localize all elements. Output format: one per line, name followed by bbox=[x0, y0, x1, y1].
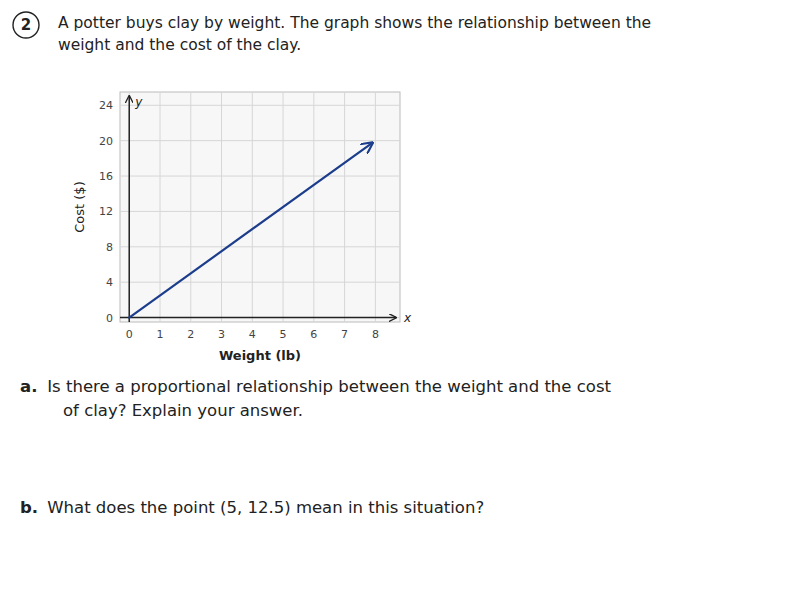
grid-line-x bbox=[313, 92, 314, 322]
grid-line-y bbox=[120, 176, 400, 177]
grid-line-y bbox=[120, 140, 400, 141]
y-tick-label: 4 bbox=[106, 276, 113, 289]
x-tick-label: 4 bbox=[249, 328, 256, 341]
x-tick-label: 0 bbox=[126, 328, 133, 341]
question-label: a. bbox=[20, 377, 37, 396]
grid-line-x bbox=[160, 92, 161, 322]
grid-line-x bbox=[375, 92, 376, 322]
question-label: b. bbox=[20, 498, 38, 517]
y-tick-label: 24 bbox=[99, 99, 113, 112]
x-tick-label: 7 bbox=[341, 328, 348, 341]
number-label: 2 bbox=[21, 16, 31, 34]
grid-line-y bbox=[120, 211, 400, 212]
data-line bbox=[129, 143, 372, 318]
grid-line-y bbox=[120, 282, 400, 283]
y-axis-line bbox=[128, 96, 130, 322]
x-tick-label: 1 bbox=[157, 328, 164, 341]
grid-line-x bbox=[190, 92, 191, 322]
y-axis-letter: y bbox=[134, 95, 143, 109]
grid-line-x bbox=[221, 92, 222, 322]
x-tick-label: 2 bbox=[187, 328, 194, 341]
grid-line-y bbox=[120, 246, 400, 247]
x-axis-title: Weight (lb) bbox=[219, 348, 301, 363]
y-tick-label: 12 bbox=[99, 205, 113, 218]
y-tick-label: 0 bbox=[106, 312, 113, 325]
x-tick-label: 6 bbox=[310, 328, 317, 341]
plot-frame bbox=[120, 92, 400, 322]
y-tick-label: 8 bbox=[106, 241, 113, 254]
title: A potter buys clay by weight. The graph … bbox=[58, 14, 651, 32]
x-axis-letter: x bbox=[403, 311, 412, 325]
question-text: What does the point (5, 12.5) mean in th… bbox=[42, 498, 484, 517]
grid-line-x bbox=[252, 92, 253, 322]
question-text: of clay? Explain your answer. bbox=[42, 401, 303, 420]
grid-line-y bbox=[120, 317, 400, 318]
x-axis-line bbox=[120, 317, 396, 319]
y-axis-title: Cost ($) bbox=[72, 181, 87, 232]
x-tick-label: 8 bbox=[372, 328, 379, 341]
grid-line-y bbox=[120, 105, 400, 106]
y-tick-label: 20 bbox=[99, 135, 113, 148]
chart: 2 A potter buys clay by weight. The graph… bbox=[0, 0, 800, 604]
y-tick-label: 16 bbox=[99, 170, 113, 183]
x-tick-label: 5 bbox=[280, 328, 287, 341]
grid-line-x bbox=[344, 92, 345, 322]
number-badge bbox=[13, 12, 39, 38]
x-tick-label: 3 bbox=[218, 328, 225, 341]
grid-line-x bbox=[129, 92, 130, 322]
question-text: Is there a proportional relationship bet… bbox=[42, 377, 611, 396]
title: weight and the cost of the clay. bbox=[58, 36, 301, 54]
plot-data bbox=[129, 143, 372, 318]
